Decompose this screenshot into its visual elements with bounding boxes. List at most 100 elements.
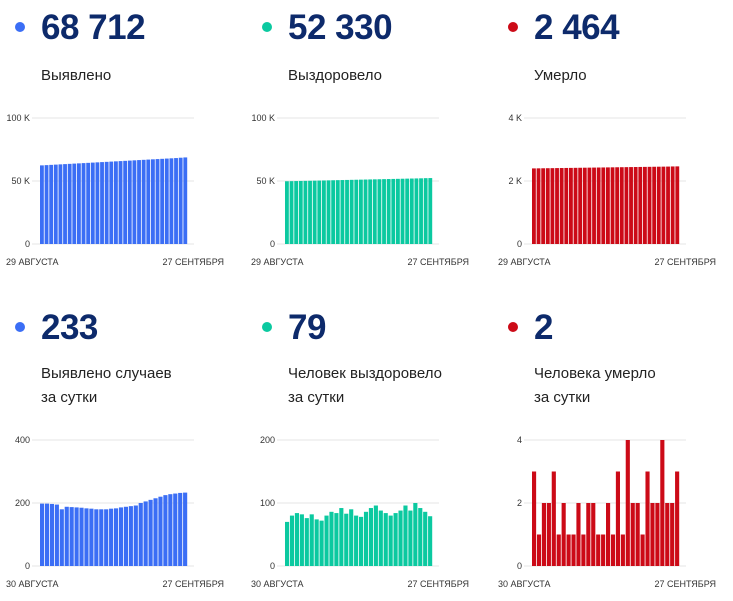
- bar: [414, 178, 419, 244]
- bar: [675, 471, 680, 566]
- bar: [633, 167, 638, 244]
- bar: [363, 511, 369, 566]
- chart-detected: 0 50 K 100 K 29 АВГУСТА 27 СЕНТЯБРЯ: [6, 113, 224, 267]
- bar: [114, 161, 118, 244]
- bar: [169, 158, 174, 244]
- bar: [619, 167, 624, 244]
- bar: [545, 168, 550, 244]
- legend-dot-recovered: [262, 22, 272, 32]
- bar: [423, 511, 428, 566]
- bar: [625, 440, 630, 566]
- bar: [289, 515, 295, 566]
- bar: [532, 168, 536, 244]
- value-recovered: 52 330: [288, 8, 393, 47]
- x-end-label: 27 СЕНТЯБРЯ: [162, 579, 224, 589]
- bar: [354, 515, 359, 566]
- bar: [675, 166, 680, 244]
- bar: [53, 164, 58, 244]
- bar: [285, 181, 289, 244]
- bar: [423, 178, 428, 244]
- bar: [566, 534, 571, 566]
- bar: [344, 513, 349, 566]
- bar: [72, 163, 77, 244]
- bar: [638, 166, 643, 244]
- bar: [317, 180, 322, 244]
- legend-dot-recovered-daily: [262, 322, 272, 332]
- bar: [655, 503, 660, 566]
- bar: [331, 180, 336, 244]
- bar: [100, 162, 104, 244]
- x-start-label: 29 АВГУСТА: [498, 257, 551, 267]
- chart-died: 0 2 K 4 K 29 АВГУСТА 27 СЕНТЯБРЯ: [498, 113, 716, 267]
- y-tick-label: 4 K: [508, 113, 522, 123]
- bar: [168, 494, 173, 566]
- bar: [359, 179, 363, 244]
- legend-dot-detected: [15, 22, 25, 32]
- bar: [322, 180, 326, 244]
- bar: [141, 159, 146, 244]
- bar: [59, 509, 64, 566]
- x-start-label: 30 АВГУСТА: [251, 579, 304, 589]
- bar: [132, 160, 137, 244]
- panel-died-daily: 2 Человека умерло за сутки: [508, 300, 733, 600]
- chart-died-daily: 0 2 4 30 АВГУСТА 27 СЕНТЯБРЯ: [498, 435, 716, 589]
- bar: [615, 471, 620, 566]
- y-tick-label: 200: [260, 435, 275, 445]
- value-detected: 68 712: [41, 8, 146, 47]
- bar: [294, 181, 299, 244]
- bar: [289, 181, 294, 244]
- label-recovered: Выздоровело: [288, 67, 383, 84]
- bar: [158, 496, 163, 566]
- bar: [536, 534, 542, 566]
- bar: [153, 498, 158, 566]
- bar: [40, 165, 44, 244]
- bar: [592, 167, 596, 244]
- bar: [581, 534, 586, 566]
- bar: [368, 179, 373, 244]
- bar: [372, 179, 377, 244]
- bar: [294, 513, 299, 566]
- bar: [591, 503, 596, 566]
- bar: [550, 168, 555, 244]
- panel-recovered-daily: 79 Человек выздоровело за сутки: [262, 300, 502, 600]
- chart-recovered-daily: 0 100 200 30 АВГУСТА 27 СЕНТЯБРЯ: [251, 435, 469, 589]
- bar: [650, 503, 655, 566]
- bar: [596, 534, 601, 566]
- bar: [74, 507, 79, 566]
- label-died: Умерло: [534, 67, 587, 84]
- bar: [69, 507, 74, 566]
- bar: [143, 501, 148, 566]
- y-tick-label: 100 K: [6, 113, 30, 123]
- x-start-label: 30 АВГУСТА: [498, 579, 551, 589]
- bar: [40, 503, 45, 566]
- bar: [596, 167, 601, 244]
- bar: [138, 503, 143, 566]
- bar: [146, 159, 151, 244]
- bar: [569, 167, 573, 244]
- bar: [368, 508, 373, 566]
- bar: [340, 180, 345, 244]
- bar: [388, 515, 393, 566]
- bar: [44, 503, 50, 566]
- bar: [178, 157, 183, 244]
- label-died-daily-line2: за сутки: [534, 389, 591, 406]
- bar: [578, 167, 583, 244]
- bar: [308, 180, 312, 244]
- label-recovered-daily-line1: Человек выздоровело: [288, 365, 442, 382]
- y-tick-label: 100 K: [251, 113, 275, 123]
- bar: [104, 161, 109, 244]
- bar: [564, 167, 569, 244]
- bar: [541, 503, 546, 566]
- bar: [77, 163, 81, 244]
- bar: [319, 520, 324, 566]
- bar: [610, 534, 616, 566]
- bar: [183, 492, 188, 566]
- bar: [630, 503, 635, 566]
- x-end-label: 27 СЕНТЯБРЯ: [162, 257, 224, 267]
- bar: [666, 166, 670, 244]
- y-tick-label: 0: [270, 561, 275, 571]
- bar: [396, 178, 400, 244]
- label-detected-daily-line2: за сутки: [41, 389, 98, 406]
- bar: [303, 180, 308, 244]
- bar: [339, 508, 344, 566]
